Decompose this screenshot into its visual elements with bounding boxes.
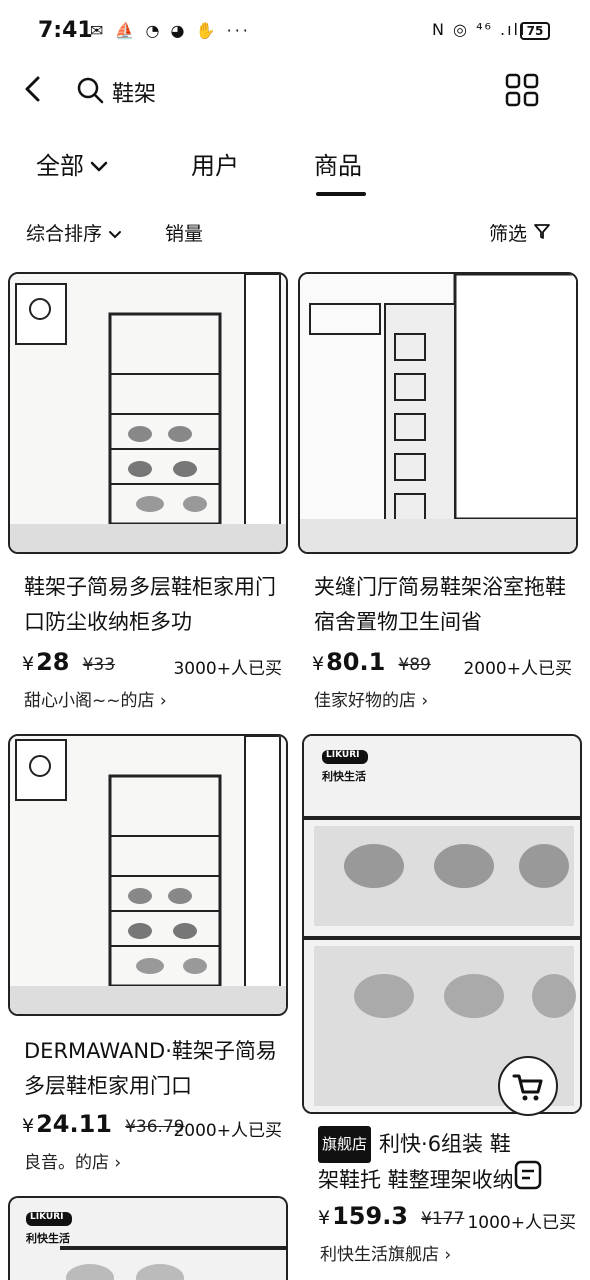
product-title: DERMAWAND·鞋架子简易多层鞋柜家用门口 <box>24 1039 277 1098</box>
sort-overall[interactable]: 综合排序 <box>26 219 122 246</box>
brand-logo: LIKURI <box>326 750 360 760</box>
sold-count: 3000+人已买 <box>173 659 282 679</box>
sold-count: 2000+人已买 <box>173 1121 282 1141</box>
active-tab-indicator <box>316 192 366 196</box>
notification-icons: ✉ ⛵ ◔ ◕ ✋ ··· <box>90 21 251 40</box>
original-price: ¥33 <box>82 655 116 675</box>
product-card[interactable]: DERMAWAND·鞋架子简易多层鞋柜家用门口 ¥24.11 ¥36.79 20… <box>8 734 288 1184</box>
sort-bar: 综合排序 销量 筛选 <box>0 214 590 250</box>
product-price: ¥28 <box>22 648 70 676</box>
search-icon <box>77 77 104 104</box>
filter-icon <box>534 224 550 239</box>
cart-icon <box>512 1074 543 1101</box>
brand-label: 利快生活 <box>322 770 366 783</box>
chevron-down-icon <box>109 231 122 239</box>
product-image: LIKURI 利快生活 <box>302 734 582 1114</box>
price-row: ¥159.3 ¥177 1000+人已买 <box>318 1202 582 1233</box>
product-title: 旗舰店 利快·6组装 鞋架鞋托 鞋整理架收纳 <box>318 1126 518 1196</box>
filter-button[interactable]: 筛选 <box>489 219 551 246</box>
back-arrow-icon[interactable] <box>18 72 48 106</box>
tab-products[interactable]: 商品 <box>314 152 362 180</box>
product-price: ¥24.11 <box>22 1110 113 1138</box>
product-card[interactable]: 夹缝门厅简易鞋架浴室拖鞋宿舍置物卫生间省 ¥80.1 ¥89 2000+人已买 … <box>298 272 578 722</box>
product-title: 夹缝门厅简易鞋架浴室拖鞋宿舍置物卫生间省 <box>314 575 566 634</box>
chevron-down-icon <box>90 161 108 172</box>
original-price: ¥89 <box>398 655 431 675</box>
search-input[interactable]: 鞋架 <box>112 82 157 107</box>
grid-view-icon[interactable] <box>504 72 540 108</box>
flagship-badge: 旗舰店 <box>318 1126 372 1163</box>
price-row: ¥80.1 ¥89 2000+人已买 <box>312 648 578 679</box>
product-price: ¥80.1 <box>312 648 386 676</box>
sort-sales[interactable]: 销量 <box>165 223 204 245</box>
shop-link[interactable]: 利快生活旗舰店 › <box>320 1245 452 1265</box>
product-title: 鞋架子简易多层鞋柜家用门口防尘收纳柜多功 <box>24 575 276 634</box>
product-card[interactable]: LIKURI 利快生活 <box>8 1196 288 1280</box>
sold-count: 2000+人已买 <box>463 659 572 679</box>
tab-all[interactable]: 全部 <box>36 146 108 181</box>
product-image <box>298 272 578 554</box>
price-row: ¥24.11 ¥36.79 2000+人已买 <box>22 1110 288 1141</box>
search-tabs: 全部 用户 商品 <box>0 140 590 206</box>
tab-all-label: 全部 <box>36 152 84 180</box>
product-card[interactable]: 鞋架子简易多层鞋柜家用门口防尘收纳柜多功 ¥28 ¥33 3000+人已买 甜心… <box>8 272 288 722</box>
search-header: 鞋架 <box>0 64 590 118</box>
status-time: 7:41 <box>38 18 93 43</box>
brand-label: 利快生活 <box>26 1232 70 1245</box>
original-price: ¥36.79 <box>125 1117 185 1137</box>
product-image <box>8 734 288 1016</box>
product-card[interactable]: LIKURI 利快生活 旗舰店 利快·6组装 鞋架鞋托 鞋整理架收纳 ¥159.3… <box>302 734 582 1270</box>
filter-label: 筛选 <box>489 223 528 245</box>
price-row: ¥28 ¥33 3000+人已买 <box>22 648 288 679</box>
product-image <box>8 272 288 554</box>
product-price: ¥159.3 <box>318 1202 409 1230</box>
sold-count: 1000+人已买 <box>467 1213 576 1233</box>
original-price: ¥177 <box>421 1209 465 1229</box>
add-to-cart-button[interactable] <box>498 1056 558 1116</box>
shop-link[interactable]: 甜心小阁~~的店 › <box>24 691 167 711</box>
battery-icon: 75 <box>520 22 550 40</box>
find-similar-icon[interactable] <box>512 1158 546 1192</box>
tab-users[interactable]: 用户 <box>191 152 239 180</box>
signal-icons: N ◎ ⁴⁶ .ıll <box>432 20 527 39</box>
status-bar: 7:41 ✉ ⛵ ◔ ◕ ✋ ··· N ◎ ⁴⁶ .ıll 75 <box>0 0 590 64</box>
sort-overall-label: 综合排序 <box>26 223 103 245</box>
shop-link[interactable]: 佳家好物的店 › <box>314 691 429 711</box>
brand-logo: LIKURI <box>30 1212 64 1222</box>
shop-link[interactable]: 良音。的店 › <box>24 1153 122 1173</box>
product-image: LIKURI 利快生活 <box>8 1196 288 1280</box>
